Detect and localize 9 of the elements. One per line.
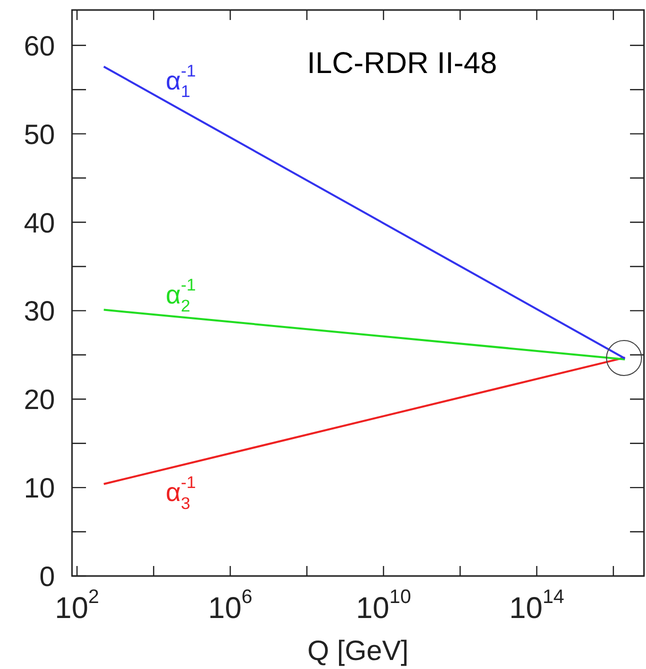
y-tick-label: 50	[24, 118, 56, 150]
x-axis-title: Q [GeV]	[307, 635, 409, 666]
annotation: ILC-RDR II-48	[307, 47, 498, 80]
y-tick-label: 30	[24, 296, 56, 327]
y-tick-label: 60	[24, 30, 56, 62]
y-tick-label: 40	[24, 207, 56, 238]
y-tick-label: 0	[39, 561, 56, 592]
y-tick-label: 10	[24, 472, 56, 504]
y-tick-label: 20	[24, 384, 56, 416]
